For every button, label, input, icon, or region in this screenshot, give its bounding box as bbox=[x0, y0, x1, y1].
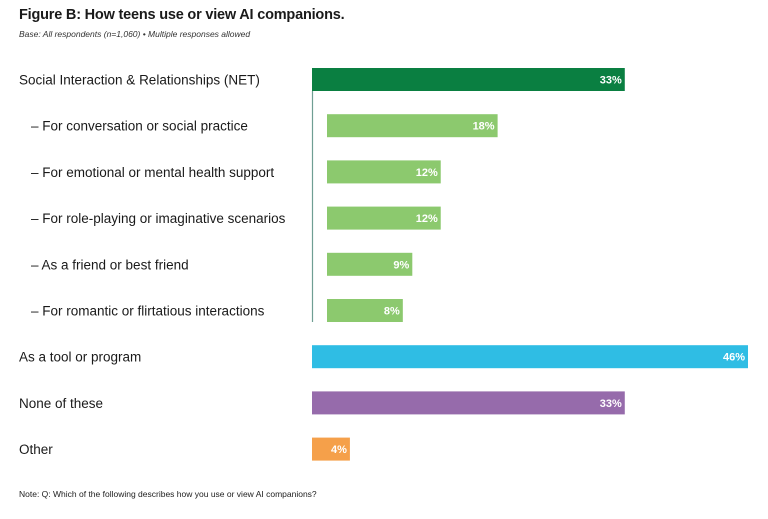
category-label: – For emotional or mental health support bbox=[31, 165, 274, 180]
value-label: 33% bbox=[600, 75, 622, 87]
bar bbox=[312, 391, 625, 415]
chart-title: Figure B: How teens use or view AI compa… bbox=[19, 7, 345, 23]
value-label: 8% bbox=[384, 306, 400, 318]
value-label: 12% bbox=[416, 213, 438, 225]
chart-subtitle: Base: All respondents (n=1,060) • Multip… bbox=[19, 29, 251, 39]
value-label: 4% bbox=[331, 444, 347, 456]
category-label: Social Interaction & Relationships (NET) bbox=[19, 73, 260, 88]
bar bbox=[327, 299, 403, 322]
category-label: – For romantic or flirtatious interactio… bbox=[31, 304, 265, 319]
chart-note: Note: Q: Which of the following describe… bbox=[19, 489, 317, 499]
value-label: 33% bbox=[600, 398, 622, 410]
bar bbox=[312, 345, 748, 369]
category-label: As a tool or program bbox=[19, 350, 141, 365]
category-label: – For conversation or social practice bbox=[31, 119, 248, 134]
value-label: 18% bbox=[473, 121, 495, 133]
value-label: 9% bbox=[393, 259, 409, 271]
value-label: 12% bbox=[416, 167, 438, 179]
bar bbox=[327, 114, 498, 138]
bar bbox=[327, 206, 441, 230]
category-label: Other bbox=[19, 442, 53, 457]
category-label: – For role-playing or imaginative scenar… bbox=[31, 211, 286, 226]
category-label: None of these bbox=[19, 396, 103, 411]
category-label: – As a friend or best friend bbox=[31, 257, 189, 272]
bar bbox=[327, 160, 441, 184]
value-label: 46% bbox=[723, 352, 745, 364]
bar bbox=[312, 437, 350, 461]
bar bbox=[327, 252, 413, 276]
bar bbox=[312, 68, 625, 91]
